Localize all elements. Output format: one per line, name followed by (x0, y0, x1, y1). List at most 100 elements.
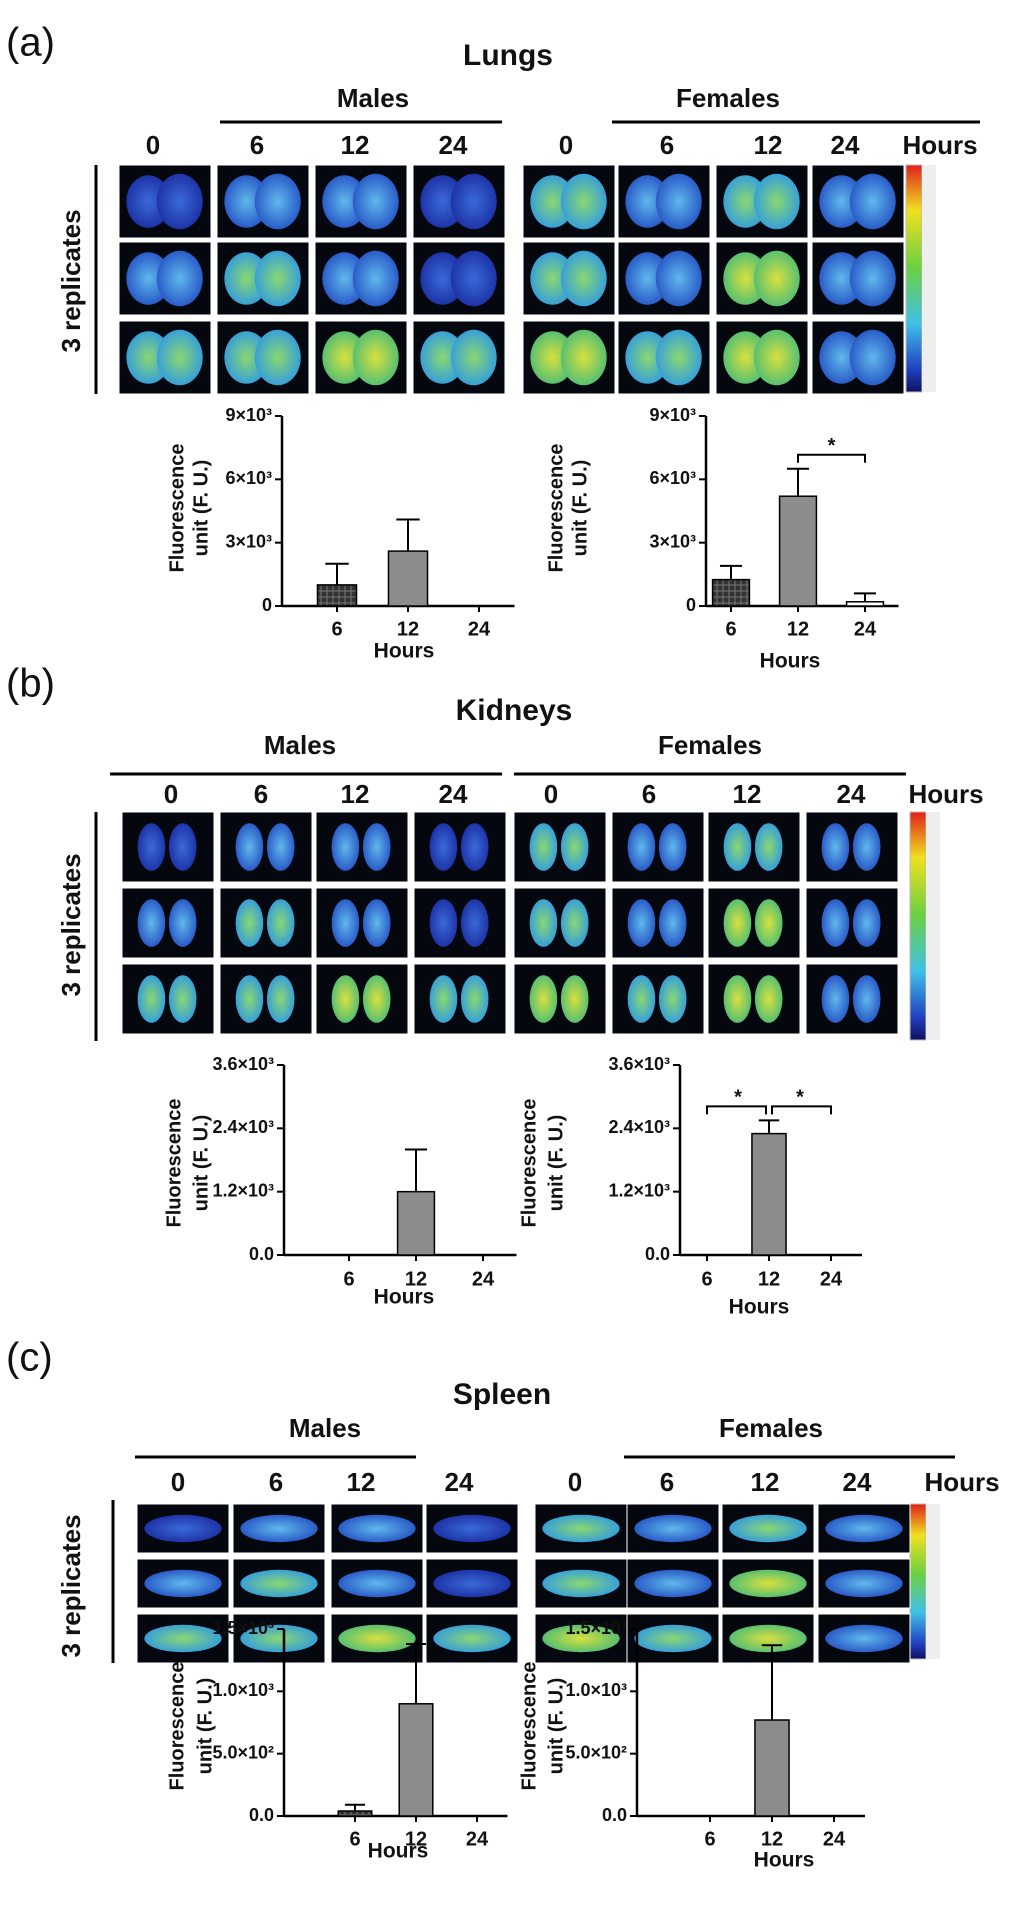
lobe (655, 329, 702, 386)
tissue-image (315, 811, 409, 883)
hour-label: 0 (568, 1467, 582, 1497)
spleen (240, 1569, 318, 1598)
x-tick-label: 6 (725, 618, 736, 640)
tissue-image (136, 1503, 230, 1554)
lobe (849, 173, 896, 230)
tissue-image (412, 320, 506, 395)
kidney (235, 823, 264, 871)
color-scale (909, 1503, 927, 1660)
color-scale (909, 811, 927, 1041)
lobe (156, 250, 203, 307)
kidney (754, 899, 783, 947)
replicates-label: 3 replicates (56, 209, 86, 352)
tissue-image (715, 164, 809, 239)
kidney (362, 975, 391, 1023)
hour-label: 0 (164, 779, 178, 809)
tissue-image (136, 1613, 230, 1664)
x-tick-label: 12 (405, 1268, 427, 1290)
error-bar (758, 1119, 780, 1134)
tissue-image (118, 320, 212, 395)
y-axis-label: Fluorescence (518, 1662, 540, 1791)
kidney (362, 899, 391, 947)
error-bar (325, 562, 349, 585)
kidney (627, 899, 656, 947)
hour-label: 6 (660, 130, 674, 160)
error-bar (344, 1803, 366, 1812)
group-label: Females (719, 1413, 823, 1443)
kidney (560, 975, 589, 1023)
spleen (729, 1624, 807, 1653)
tissue-image (534, 1558, 628, 1609)
spleen (433, 1569, 511, 1598)
kidney (429, 823, 458, 871)
tissue-image (425, 1503, 519, 1554)
hour-label: 12 (347, 1467, 376, 1497)
tissue-image (817, 1558, 911, 1609)
tissue-image (330, 1503, 424, 1554)
tissue-image (216, 241, 310, 316)
lobe (655, 173, 702, 230)
image-frame (805, 811, 899, 883)
y-tick-label: 1.0×10³ (565, 1680, 627, 1700)
hours-label: Hours (902, 130, 977, 160)
tissue-image (513, 811, 607, 883)
x-tick-label: 6 (701, 1268, 712, 1290)
tissue-image (715, 241, 809, 316)
kidney (529, 823, 558, 871)
tissue-image (315, 963, 409, 1035)
tissue-image (715, 320, 809, 395)
tissue-image (412, 164, 506, 239)
hour-label: 24 (439, 130, 468, 160)
lobe (753, 173, 800, 230)
tissue-image (611, 963, 705, 1035)
x-tick-label: 6 (349, 1828, 360, 1850)
kidney (723, 823, 752, 871)
hour-label: 0 (559, 130, 573, 160)
spleen (542, 1624, 620, 1653)
spleen (634, 1569, 712, 1598)
kidney (460, 899, 489, 947)
lobe (156, 329, 203, 386)
kidney (460, 823, 489, 871)
tissue-image (805, 811, 899, 883)
group-label: Males (337, 83, 409, 113)
lobe (254, 250, 301, 307)
hour-label: 6 (660, 1467, 674, 1497)
image-frame (513, 963, 607, 1035)
y-tick-label: 3×10³ (649, 531, 696, 551)
y-tick-label: 1.5×10³ (565, 1618, 627, 1638)
kidney (821, 975, 850, 1023)
group-label: Males (289, 1413, 361, 1443)
hour-label: 0 (146, 130, 160, 160)
tissue-image (707, 887, 801, 959)
spleen (729, 1514, 807, 1543)
kidney (168, 823, 197, 871)
hour-label: 12 (733, 779, 762, 809)
hour-label: 0 (171, 1467, 185, 1497)
x-tick-label: 24 (468, 618, 491, 640)
kidney (362, 823, 391, 871)
replicates-label: 3 replicates (56, 853, 86, 996)
kidney (852, 975, 881, 1023)
kidney (529, 975, 558, 1023)
kidney (754, 975, 783, 1023)
kidney (168, 899, 197, 947)
tissue-image (611, 887, 705, 959)
kidney (137, 823, 166, 871)
y-axis-label: Fluorescence (163, 1099, 185, 1228)
y-axis-label: unit (F. U.) (545, 1678, 567, 1775)
hour-label: 6 (269, 1467, 283, 1497)
hour-label: 6 (250, 130, 264, 160)
y-axis-label: Fluorescence (166, 1662, 188, 1791)
lobe (753, 250, 800, 307)
bar (845, 601, 885, 607)
kidney (137, 899, 166, 947)
kidney (266, 975, 295, 1023)
tissue-image (617, 164, 711, 239)
lobe (450, 329, 497, 386)
bar (337, 1810, 373, 1817)
image-frame (413, 811, 507, 883)
hour-label: 24 (439, 779, 468, 809)
color-scale-ticks (926, 812, 940, 1040)
image-frame (707, 963, 801, 1035)
